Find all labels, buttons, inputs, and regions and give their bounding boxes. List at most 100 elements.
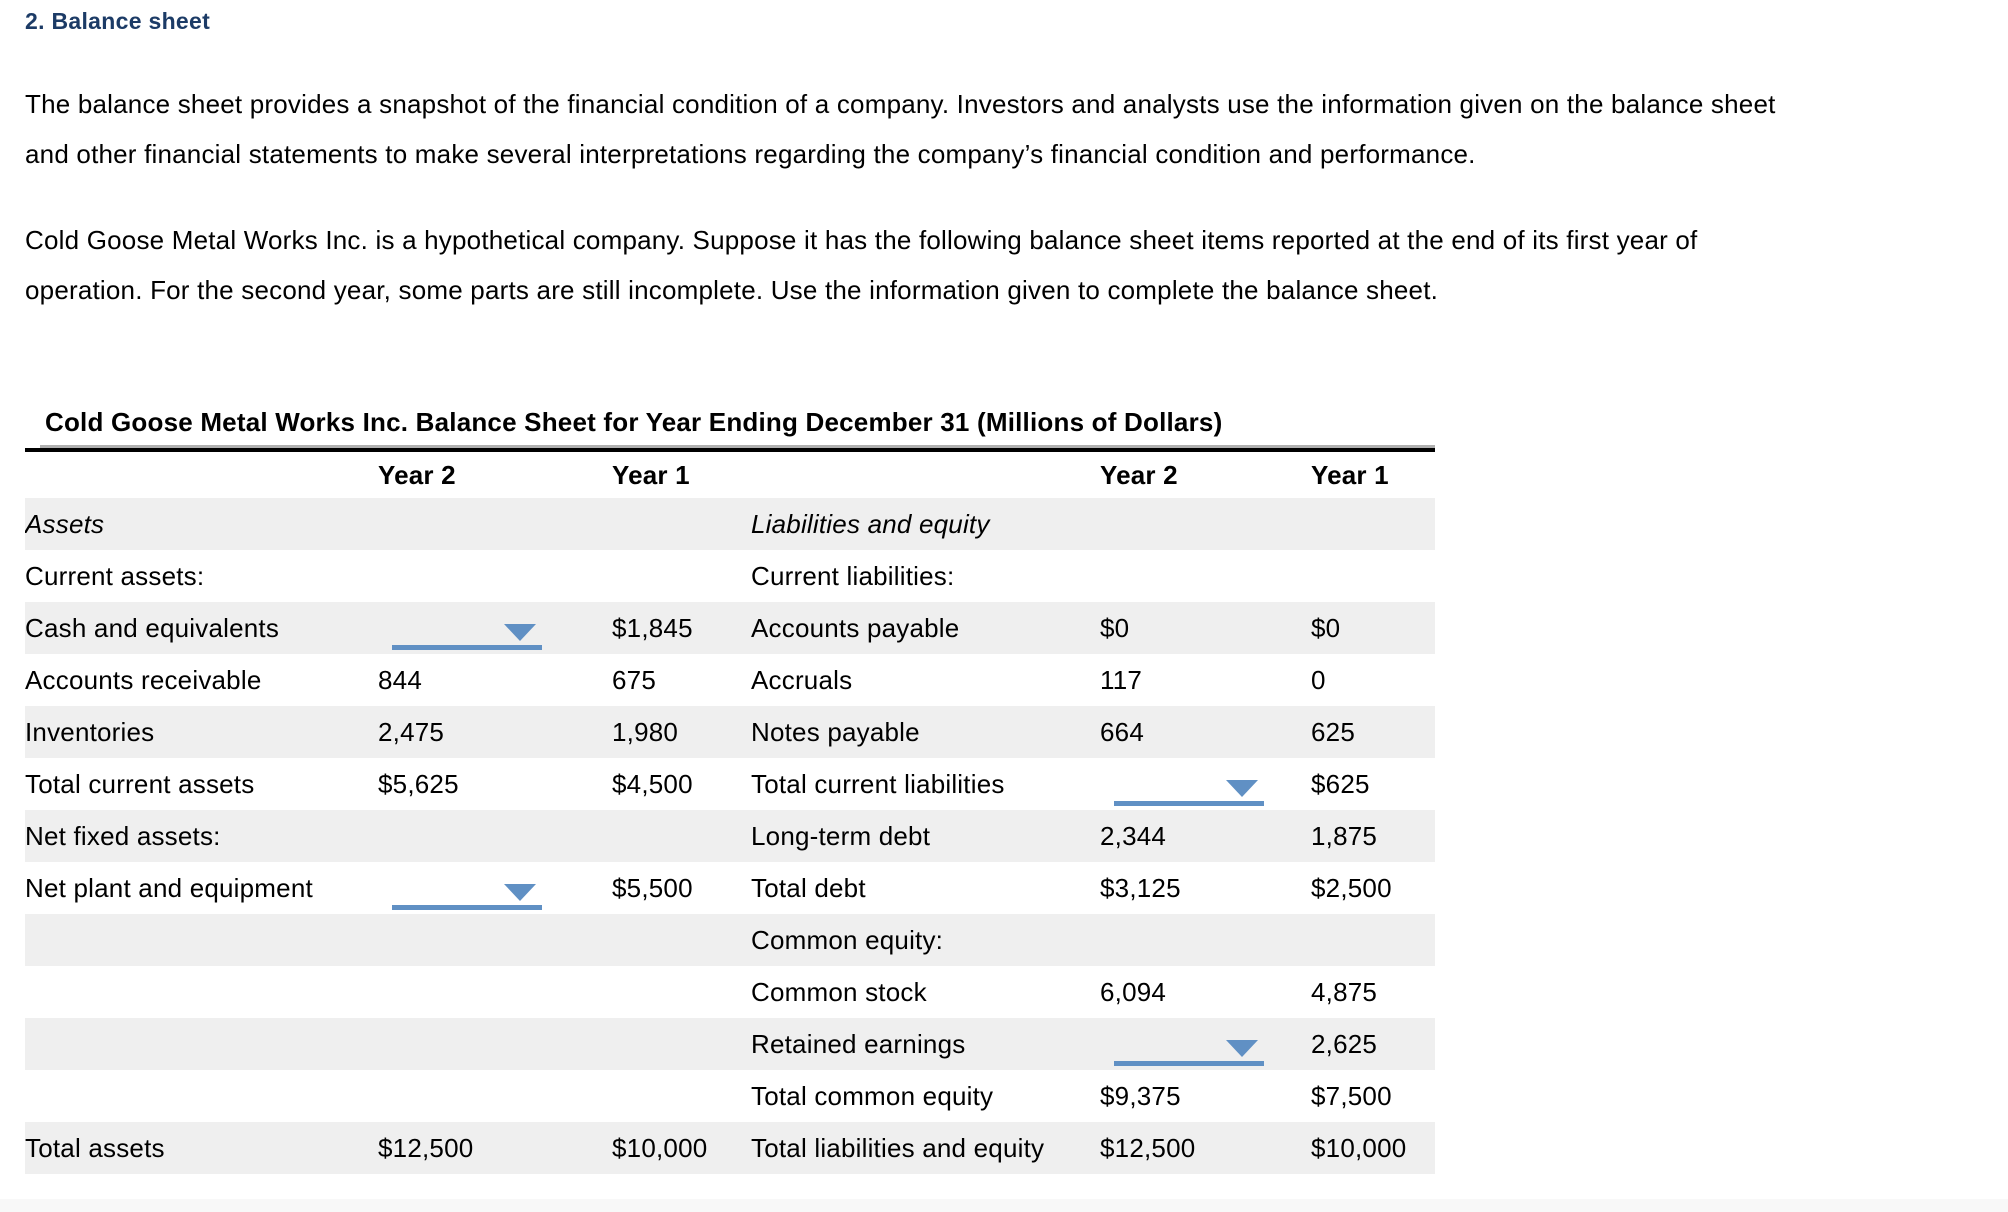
answer-dropdown[interactable]	[1114, 775, 1264, 806]
cell-value	[612, 810, 751, 862]
cell-value	[612, 1018, 751, 1070]
row-label	[25, 1070, 378, 1122]
intro-paragraph-1: The balance sheet provides a snapshot of…	[25, 79, 2008, 179]
cell-value	[612, 1070, 751, 1122]
dropdown-arrow-icon	[1226, 1039, 1258, 1057]
cell-value	[1100, 498, 1311, 550]
problem-page: 2. Balance sheet The balance sheet provi…	[25, 8, 2008, 1174]
row-label: Total debt	[751, 872, 866, 903]
row-label: Current liabilities:	[751, 560, 955, 591]
row-label: Net plant and equipment	[25, 872, 313, 903]
table-row: Total common equity $9,375 $7,500	[25, 1070, 1435, 1122]
cell-value: $5,500	[612, 872, 693, 903]
table-row: Current assets: Current liabilities:	[25, 550, 1435, 602]
table-row: Assets Liabilities and equity	[25, 498, 1435, 550]
cell-value: $3,125	[1100, 872, 1181, 903]
cell-value: 625	[1311, 706, 1435, 758]
cell-value	[1100, 914, 1311, 966]
table-row: Inventories 2,475 1,980 Notes payable 664 625	[25, 706, 1435, 758]
answer-cell	[1100, 1018, 1311, 1070]
answer-cell	[378, 602, 612, 654]
cell-value: $10,000	[1311, 1122, 1435, 1174]
row-label	[25, 1018, 378, 1070]
row-label: Assets	[25, 498, 378, 550]
row-label	[25, 966, 378, 1018]
row-label: Total current assets	[25, 768, 255, 799]
cell-value	[378, 810, 612, 862]
table-row: Total assets $12,500 $10,000 Total liabilit…	[25, 1122, 1435, 1174]
answer-cell	[1100, 758, 1311, 810]
dropdown-arrow-icon	[1226, 779, 1258, 797]
row-label: Liabilities and equity	[751, 498, 1100, 550]
answer-dropdown[interactable]	[392, 879, 542, 910]
row-label: Accruals	[751, 664, 853, 695]
balance-sheet-body: Assets Liabilities and equity Current asse…	[25, 498, 1435, 1174]
cell-value: 1,875	[1311, 810, 1435, 862]
cell-value: $10,000	[612, 1122, 751, 1174]
cell-value	[1311, 914, 1435, 966]
table-row: Net plant and equipment $5,500 Total debt $…	[25, 862, 1435, 914]
cell-value	[378, 914, 612, 966]
cell-value: 2,625	[1311, 1018, 1435, 1070]
row-label: Cash and equivalents	[25, 602, 378, 654]
next-section-edge	[0, 1199, 2008, 1212]
table-title: Cold Goose Metal Works Inc. Balance Shee…	[45, 407, 1223, 437]
column-header-assets-year1: Year 1	[612, 459, 690, 490]
row-label: Accounts payable	[751, 602, 1100, 654]
answer-dropdown[interactable]	[1114, 1035, 1264, 1066]
column-header-liabilities-year1: Year 1	[1311, 459, 1389, 490]
cell-value	[612, 498, 751, 550]
answer-cell	[378, 862, 612, 914]
table-row: Common stock 6,094 4,875	[25, 966, 1435, 1018]
column-header-liabilities-year2: Year 2	[1100, 459, 1178, 490]
table-row: Cash and equivalents $1,845 Accounts payab…	[25, 602, 1435, 654]
cell-value	[612, 966, 751, 1018]
cell-value: $0	[1100, 602, 1311, 654]
row-label: Long-term debt	[751, 810, 1100, 862]
cell-value	[1311, 550, 1435, 602]
table-row: Common equity:	[25, 914, 1435, 966]
cell-value	[378, 1018, 612, 1070]
table-row: Net fixed assets: Long-term debt 2,344 1,87…	[25, 810, 1435, 862]
cell-value: 4,875	[1311, 976, 1378, 1007]
cell-value	[378, 498, 612, 550]
cell-value	[378, 550, 612, 602]
row-label: Current assets:	[25, 560, 205, 591]
row-label: Common equity:	[751, 914, 1100, 966]
table-row: Accounts receivable 844 675 Accruals 117 0	[25, 654, 1435, 706]
row-label: Total liabilities and equity	[751, 1122, 1100, 1174]
row-label: Total common equity	[751, 1080, 994, 1111]
cell-value: $12,500	[378, 1122, 612, 1174]
cell-value: 2,475	[378, 706, 612, 758]
cell-value: $1,845	[612, 602, 751, 654]
cell-value: 675	[612, 664, 656, 695]
column-header-assets-year2: Year 2	[378, 459, 456, 490]
cell-value: 664	[1100, 706, 1311, 758]
cell-value	[612, 550, 751, 602]
title-rule-gray	[40, 445, 1435, 448]
cell-value: $4,500	[612, 768, 693, 799]
row-label	[25, 914, 378, 966]
cell-value: 117	[1100, 664, 1143, 695]
header-spacer	[751, 452, 1100, 498]
row-label: Total assets	[25, 1122, 378, 1174]
cell-value	[1311, 498, 1435, 550]
cell-value: $625	[1311, 768, 1370, 799]
cell-value	[378, 1070, 612, 1122]
cell-value: 6,094	[1100, 976, 1167, 1007]
balance-sheet-table: Cold Goose Metal Works Inc. Balance Shee…	[25, 407, 1435, 1174]
row-label: Common stock	[751, 976, 927, 1007]
dropdown-arrow-icon	[504, 623, 536, 641]
row-label: Inventories	[25, 706, 378, 758]
paragraph-line: The balance sheet provides a snapshot of…	[25, 89, 1776, 119]
section-title: 2. Balance sheet	[25, 8, 211, 34]
answer-dropdown[interactable]	[392, 619, 542, 650]
paragraph-line: Cold Goose Metal Works Inc. is a hypothe…	[25, 225, 1698, 255]
cell-value: $2,500	[1311, 872, 1392, 903]
cell-value: 2,344	[1100, 810, 1311, 862]
row-label: Notes payable	[751, 706, 1100, 758]
table-row: Retained earnings 2,625	[25, 1018, 1435, 1070]
balance-sheet-grid: Year 2 Year 1 Year 2 Year 1 Assets Liabil…	[25, 452, 1435, 1174]
cell-value: $7,500	[1311, 1080, 1392, 1111]
intro-paragraph-2: Cold Goose Metal Works Inc. is a hypothe…	[25, 215, 2008, 315]
